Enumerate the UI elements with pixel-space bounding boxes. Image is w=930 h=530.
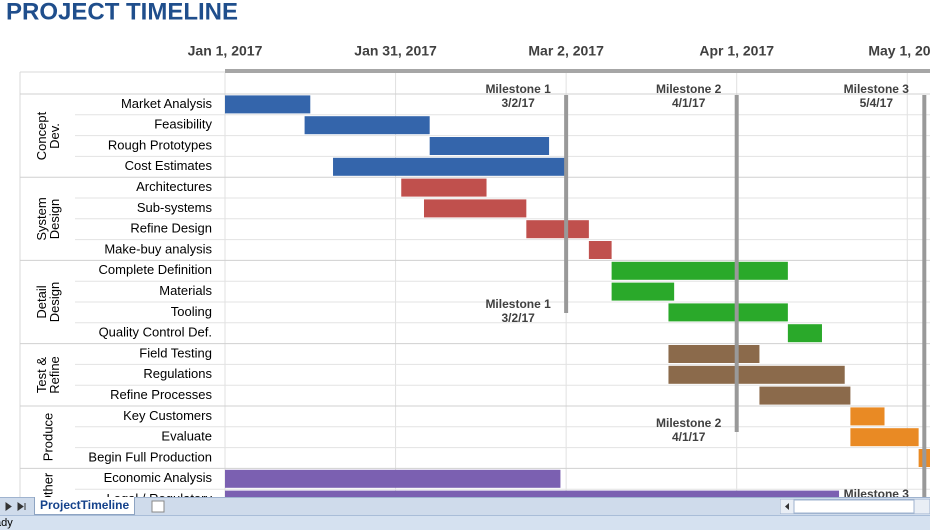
task-label: Materials xyxy=(159,283,212,298)
task-label: Refine Processes xyxy=(110,387,212,402)
task-bar xyxy=(526,220,589,239)
task-bar xyxy=(423,199,527,218)
milestone-date: 4/1/17 xyxy=(672,430,706,444)
task-label: Quality Control Def. xyxy=(99,325,212,340)
phase-label-box: Test & Refine xyxy=(20,344,75,406)
phase-label-box: System Design xyxy=(20,177,75,260)
task-bar xyxy=(611,261,788,280)
task-bar xyxy=(401,178,487,197)
task-bar xyxy=(668,303,788,322)
task-label: Make-buy analysis xyxy=(104,241,212,256)
phase-label: Concept Dev. xyxy=(33,111,62,160)
task-label: Tooling xyxy=(171,304,212,319)
new-sheet-button[interactable] xyxy=(148,499,170,514)
milestone-name: Milestone 2 xyxy=(656,82,722,96)
phase-label: System Design xyxy=(33,197,62,241)
milestone-date: 3/2/17 xyxy=(501,96,535,110)
task-bar xyxy=(429,137,550,155)
phase-label-box: Produce xyxy=(20,406,75,468)
task-bar xyxy=(304,116,430,135)
milestone-date: 4/1/17 xyxy=(672,96,706,110)
task-label: Refine Design xyxy=(130,221,212,236)
phase-label: Test & Refine xyxy=(33,356,62,394)
task-bar xyxy=(850,428,919,447)
task-bar xyxy=(759,386,851,405)
horizontal-scrollbar[interactable] xyxy=(780,499,930,514)
tab-nav[interactable] xyxy=(0,498,34,515)
task-bar xyxy=(611,282,675,301)
task-label: Key Customers xyxy=(123,408,212,423)
x-tick-label: Jan 1, 2017 xyxy=(188,43,263,59)
task-bar xyxy=(850,407,885,426)
phase-label-box: Detail Design xyxy=(20,260,75,343)
task-bar xyxy=(668,345,760,363)
sheet-tab-bar: ProjectTimeline xyxy=(0,497,930,516)
status-bar: Ready xyxy=(0,515,930,530)
task-bar xyxy=(588,241,612,259)
chart-title: PROJECT TIMELINE xyxy=(6,0,238,25)
sheet-tab[interactable]: ProjectTimeline xyxy=(34,497,136,515)
task-bar xyxy=(668,365,845,384)
status-text: Ready xyxy=(0,517,13,529)
task-label: Architectures xyxy=(136,179,212,194)
task-bar xyxy=(225,95,311,114)
task-label: Begin Full Production xyxy=(88,449,212,464)
x-tick-label: Mar 2, 2017 xyxy=(528,43,604,59)
task-bar xyxy=(225,469,561,488)
phase-label: Produce xyxy=(40,412,55,462)
task-label: Complete Definition xyxy=(99,262,212,277)
header-band xyxy=(225,69,930,73)
task-bar xyxy=(333,157,567,176)
task-label: Evaluate xyxy=(161,429,212,444)
milestone-name: Milestone 1 xyxy=(485,82,551,96)
task-label: Market Analysis xyxy=(121,96,213,111)
x-tick-label: Jan 31, 2017 xyxy=(354,43,437,59)
x-tick-label: Apr 1, 2017 xyxy=(699,43,774,59)
milestone-name: Milestone 2 xyxy=(656,416,722,430)
task-bar xyxy=(787,324,822,343)
task-label: Regulations xyxy=(143,366,212,381)
milestone-name: Milestone 1 xyxy=(485,297,551,311)
task-label: Cost Estimates xyxy=(125,158,213,173)
phase-label: Detail Design xyxy=(33,281,62,323)
phase-label-box: Concept Dev. xyxy=(20,94,75,177)
task-label: Sub-systems xyxy=(137,200,213,215)
task-label: Feasibility xyxy=(154,117,212,132)
task-label: Rough Prototypes xyxy=(108,137,213,152)
task-label: Economic Analysis xyxy=(104,470,213,485)
x-tick-label: May 1, 2017 xyxy=(868,43,930,59)
task-label: Field Testing xyxy=(139,345,212,360)
milestone-date: 5/4/17 xyxy=(860,96,894,110)
milestone-name: Milestone 3 xyxy=(844,82,910,96)
milestone-date: 3/2/17 xyxy=(501,311,535,325)
